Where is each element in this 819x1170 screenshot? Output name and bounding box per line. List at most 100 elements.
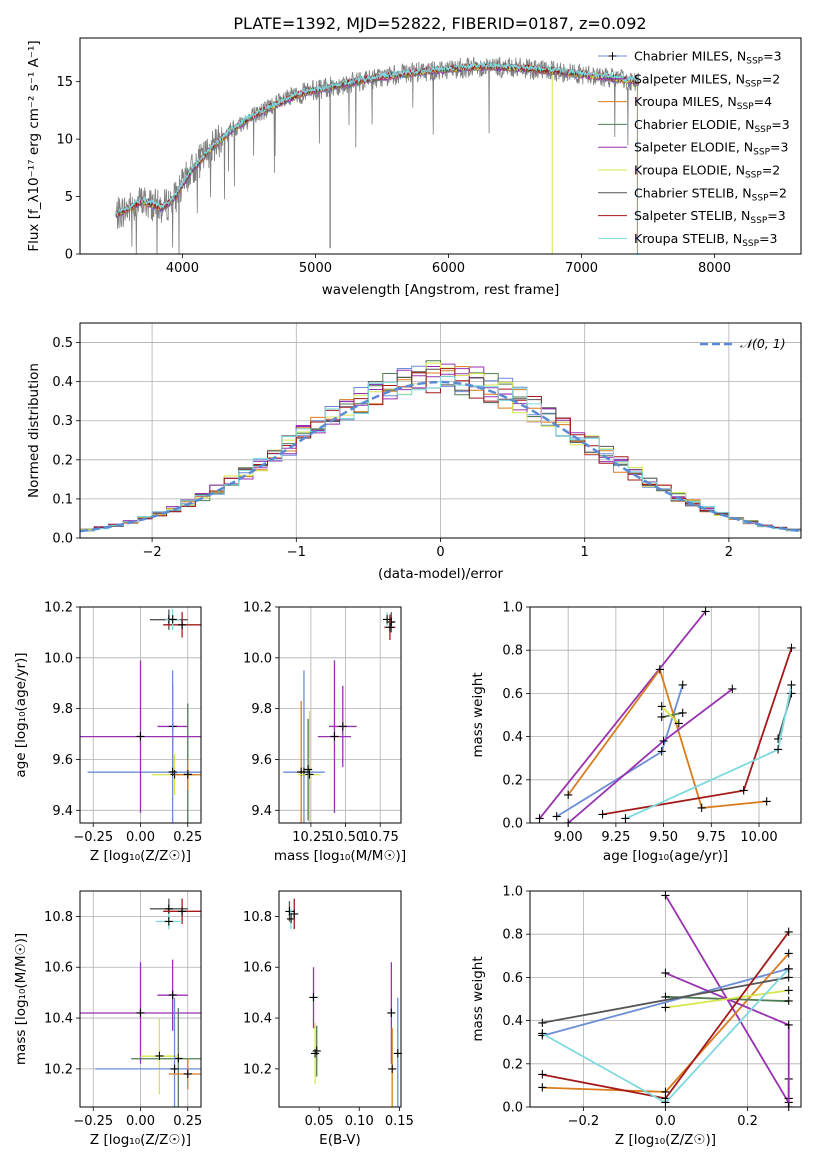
data-point: + bbox=[167, 988, 178, 1003]
y-tick-label: 9.4 bbox=[251, 804, 272, 819]
weight-point: + bbox=[551, 810, 562, 825]
model-spectrum-line bbox=[115, 61, 640, 216]
y-tick-label: 0.4 bbox=[52, 375, 73, 390]
legend-label: Salpeter STELIB, NSSP=3 bbox=[634, 208, 786, 226]
weight-point: + bbox=[773, 743, 784, 758]
legend-label: Kroupa MILES, NSSP=4 bbox=[634, 94, 772, 112]
data-point: + bbox=[308, 991, 319, 1006]
x-axis-label: (data-model)/error bbox=[378, 566, 504, 582]
weight-series-line bbox=[661, 711, 683, 719]
weight-series-line bbox=[665, 972, 790, 1107]
y-axis-label: Normed distribution bbox=[26, 363, 42, 498]
x-tick-label: −0.25 bbox=[73, 830, 113, 845]
legend-label: Kroupa ELODIE, NSSP=2 bbox=[634, 163, 780, 181]
y-tick-label: 15 bbox=[56, 75, 73, 90]
x-tick-label: 0.25 bbox=[173, 830, 202, 845]
y-tick-label: 9.4 bbox=[52, 804, 73, 819]
data-point: + bbox=[163, 902, 174, 917]
data-point: + bbox=[310, 1047, 321, 1062]
data-point: + bbox=[173, 1052, 184, 1067]
x-tick-label: 0.00 bbox=[126, 1114, 155, 1129]
spectrum-panel: 4000 5000 6000 7000 8000 0 5 10 15 wavelength [An… bbox=[26, 37, 802, 298]
weight-point: + bbox=[658, 734, 669, 749]
weight-point: + bbox=[783, 970, 794, 985]
x-axis-label: wavelength [Angstrom, rest frame] bbox=[322, 282, 560, 298]
data-point: + bbox=[289, 907, 300, 922]
observed-spectrum-line bbox=[115, 56, 640, 254]
data-point: + bbox=[167, 765, 178, 780]
y-tick-label: 0.6 bbox=[502, 971, 523, 986]
data-point: + bbox=[167, 613, 178, 628]
axes-frame bbox=[529, 890, 802, 1108]
y-tick-label: 9.6 bbox=[251, 753, 272, 768]
y-axis-label: mass weight bbox=[470, 956, 486, 1041]
axes-frame bbox=[79, 322, 802, 539]
y-tick-label: 0.0 bbox=[52, 532, 73, 547]
data-point: + bbox=[311, 1044, 322, 1059]
weight-point: + bbox=[783, 925, 794, 940]
legend-label: 𝒩(0, 1) bbox=[740, 336, 786, 351]
weight-series-line bbox=[567, 688, 733, 823]
y-tick-label: 0.2 bbox=[52, 453, 73, 468]
x-tick-label: 0.15 bbox=[385, 1114, 414, 1129]
weight-point: + bbox=[783, 947, 794, 962]
data-point: + bbox=[163, 914, 174, 929]
x-tick-label: 7000 bbox=[565, 261, 598, 276]
axes-frame bbox=[529, 606, 802, 824]
x-tick-label: 10.25 bbox=[292, 830, 329, 845]
x-axis-label: Z [log₁₀(Z/Z☉)] bbox=[615, 1132, 716, 1148]
axes-frame bbox=[278, 606, 402, 824]
histogram-step-line bbox=[80, 376, 801, 532]
x-tick-label: 10.75 bbox=[362, 830, 399, 845]
weight-point: + bbox=[786, 641, 797, 656]
legend-label: Kroupa STELIB, NSSP=3 bbox=[634, 231, 778, 249]
y-tick-label: 0.2 bbox=[502, 1057, 523, 1072]
x-tick-label: 9.50 bbox=[649, 830, 678, 845]
weight-point: + bbox=[773, 732, 784, 747]
y-tick-label: 0.3 bbox=[52, 414, 73, 429]
age-vs-metallicity-panel: −0.25 0.00 0.25 9.4 9.6 9.8 10.0 10.2 Z [log₁₀(Z… bbox=[13, 601, 202, 865]
y-tick-label: 10.2 bbox=[44, 1062, 73, 1077]
x-tick-label: 0.10 bbox=[345, 1114, 374, 1129]
weight-series-line bbox=[567, 667, 767, 809]
y-axis-label: age [log₁₀(age/yr)] bbox=[13, 652, 29, 777]
weight-series-line bbox=[538, 610, 707, 820]
y-tick-label: 0.0 bbox=[502, 1101, 523, 1116]
y-tick-label: 10 bbox=[56, 133, 73, 148]
data-point: + bbox=[392, 1047, 403, 1062]
y-axis-label: mass [log₁₀(M/M☉)] bbox=[13, 933, 29, 1065]
weight-series-line bbox=[541, 968, 790, 1104]
weight-point: + bbox=[783, 962, 794, 977]
weight-series-line bbox=[542, 976, 789, 1024]
model-spectrum-line bbox=[115, 64, 640, 218]
data-point: + bbox=[303, 763, 314, 778]
x-tick-label: −2 bbox=[143, 545, 162, 560]
x-tick-label: 1 bbox=[581, 545, 589, 560]
y-tick-label: 1.0 bbox=[502, 885, 523, 900]
x-tick-label: 9.00 bbox=[554, 830, 583, 845]
weight-point: + bbox=[660, 990, 671, 1005]
weight-point: + bbox=[727, 682, 738, 697]
x-axis-label: mass [log₁₀(M/M☉)] bbox=[274, 848, 406, 864]
axes-frame bbox=[79, 606, 202, 824]
weight-vs-age-panel: 9.00 9.25 9.50 9.75 10.00 0.0 0.2 0.4 0.6 0.8 1.0 a… bbox=[470, 601, 802, 864]
weight-series-line bbox=[625, 684, 793, 820]
mass-vs-metallicity-panel: −0.25 0.00 0.25 10.2 10.4 10.6 10.8 Z [log₁₀(Z/… bbox=[13, 890, 202, 1148]
weight-point: + bbox=[656, 745, 667, 760]
weight-vs-metallicity-panel: −0.2 0.0 0.2 0.0 0.2 0.4 0.6 0.8 1.0 Z [log₁₀(Z/Z… bbox=[470, 885, 802, 1148]
x-tick-label: 9.75 bbox=[697, 830, 726, 845]
normal-distribution-curve bbox=[79, 380, 802, 533]
model-spectrum-line bbox=[115, 63, 640, 219]
weight-point: + bbox=[534, 812, 545, 827]
x-tick-label: 2 bbox=[725, 545, 733, 560]
model-spectrum-line bbox=[115, 63, 640, 217]
axes-frame bbox=[278, 890, 402, 1108]
weight-point: + bbox=[786, 686, 797, 701]
y-axis-label: Flux [f_λ10⁻¹⁷ erg cm⁻² s⁻¹ A⁻¹] bbox=[26, 40, 42, 251]
x-tick-label: −0.25 bbox=[73, 1114, 113, 1129]
x-tick-label: 10.00 bbox=[740, 830, 777, 845]
model-spectrum-line bbox=[115, 62, 640, 216]
weight-series-line bbox=[556, 684, 684, 818]
x-tick-label: 0.0 bbox=[655, 1114, 676, 1129]
weight-point: + bbox=[660, 1091, 671, 1106]
